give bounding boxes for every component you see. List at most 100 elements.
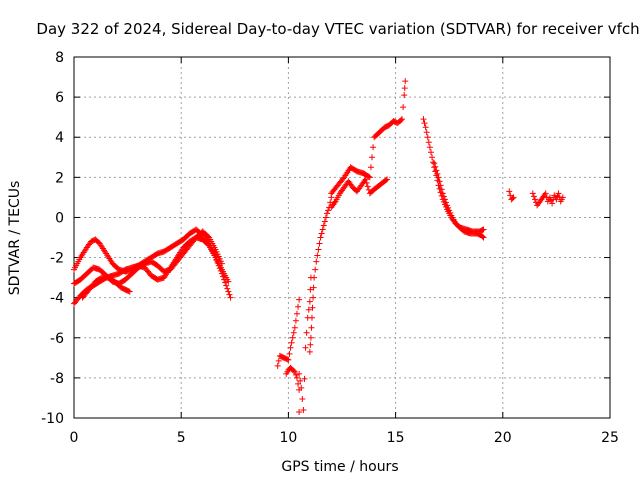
data-point	[310, 294, 317, 301]
data-point-interp	[309, 304, 316, 311]
data-point-interp	[327, 199, 334, 206]
data-point-interp	[290, 367, 297, 374]
data-point-interp	[382, 177, 389, 184]
data-point-interp	[530, 193, 537, 200]
y-tick-label: -4	[50, 291, 64, 307]
data-point-interp	[205, 241, 211, 248]
data-point-interp	[370, 144, 377, 151]
data-point-interp	[442, 199, 449, 206]
grid-lines	[74, 57, 610, 418]
data-point	[553, 196, 560, 203]
data-point-interp	[312, 266, 319, 273]
x-tick-label: 15	[387, 430, 405, 446]
data-point-interp	[295, 380, 302, 387]
data-point-interp	[437, 182, 444, 189]
data-point-interp	[301, 375, 308, 382]
data-point-interp	[290, 329, 297, 336]
data-point-interp	[364, 183, 371, 190]
y-tick-label: 6	[55, 90, 64, 106]
data-point-interp	[307, 286, 314, 293]
data-point-interp	[401, 85, 408, 92]
data-point	[287, 344, 294, 351]
data-point	[293, 310, 300, 317]
data-point	[289, 334, 296, 341]
x-tick-label: 10	[279, 430, 297, 446]
data-point	[323, 210, 330, 217]
data-point	[293, 374, 300, 381]
data-point-interp	[507, 192, 514, 199]
data-point-interp	[400, 104, 407, 111]
data-point	[531, 196, 538, 203]
data-point	[422, 124, 429, 131]
data-point-interp	[479, 226, 486, 233]
y-tick-label: -6	[50, 331, 64, 347]
y-axis-label: SDTVAR / TECUs	[7, 181, 23, 296]
axis-ticks: 0 5 10 15 20 25 -10 -8 -6 -4 -2 0 2 4 6 8	[41, 50, 619, 446]
data-point	[307, 334, 314, 341]
data-point	[313, 258, 320, 265]
data-point	[291, 368, 298, 375]
series-3	[79, 274, 133, 301]
data-point-interp	[325, 207, 332, 214]
data-point	[426, 144, 433, 151]
data-point-interp	[432, 163, 439, 170]
data-point-interp	[430, 159, 437, 166]
data-point	[274, 362, 281, 369]
data-point-interp	[427, 149, 434, 156]
data-point-interp	[292, 317, 299, 324]
data-point	[296, 296, 303, 303]
data-point-interp	[509, 195, 516, 202]
data-points	[71, 78, 566, 415]
data-point	[480, 234, 487, 241]
x-axis-label: GPS time / hours	[281, 459, 398, 475]
data-point-interp	[286, 350, 293, 357]
data-point-interp	[288, 339, 295, 346]
data-point-interp	[205, 233, 211, 240]
data-point-interp	[226, 291, 233, 298]
data-point	[401, 92, 408, 99]
data-point	[126, 288, 133, 295]
data-point	[285, 356, 292, 363]
data-point-interp	[225, 288, 232, 295]
data-point	[424, 134, 431, 141]
y-tick-label: -10	[41, 411, 64, 427]
data-point	[546, 194, 553, 201]
series-10	[431, 160, 487, 241]
series-11	[506, 188, 566, 209]
data-point-interp	[433, 167, 440, 174]
data-point-interp	[446, 207, 453, 214]
data-point-interp	[320, 222, 327, 229]
data-point-interp	[308, 324, 315, 331]
series-5	[283, 364, 303, 415]
x-tick-label: 0	[70, 430, 79, 446]
data-point	[429, 154, 436, 161]
data-point-interp	[447, 209, 454, 216]
data-point	[300, 406, 307, 413]
data-point-interp	[445, 204, 452, 211]
data-point	[384, 176, 391, 183]
y-tick-label: 4	[55, 130, 64, 146]
data-point	[559, 194, 566, 201]
data-point	[431, 160, 438, 167]
data-point-interp	[322, 214, 329, 221]
data-point-interp	[421, 120, 428, 127]
data-point-interp	[316, 240, 323, 247]
data-point-interp	[369, 154, 376, 161]
data-point-interp	[292, 371, 299, 378]
data-point-interp	[307, 341, 314, 348]
data-point	[506, 188, 513, 195]
data-point	[399, 116, 406, 123]
data-point	[223, 282, 230, 289]
x-tick-label: 20	[494, 430, 512, 446]
data-point	[510, 194, 517, 201]
data-point-interp	[224, 285, 231, 292]
data-point-interp	[434, 170, 441, 177]
data-point-interp	[310, 284, 317, 291]
data-point	[529, 190, 536, 197]
y-tick-label: 0	[55, 210, 64, 226]
data-point	[549, 200, 556, 207]
data-point	[306, 298, 313, 305]
data-point-interp	[275, 357, 282, 364]
plot-frame	[73, 56, 611, 419]
